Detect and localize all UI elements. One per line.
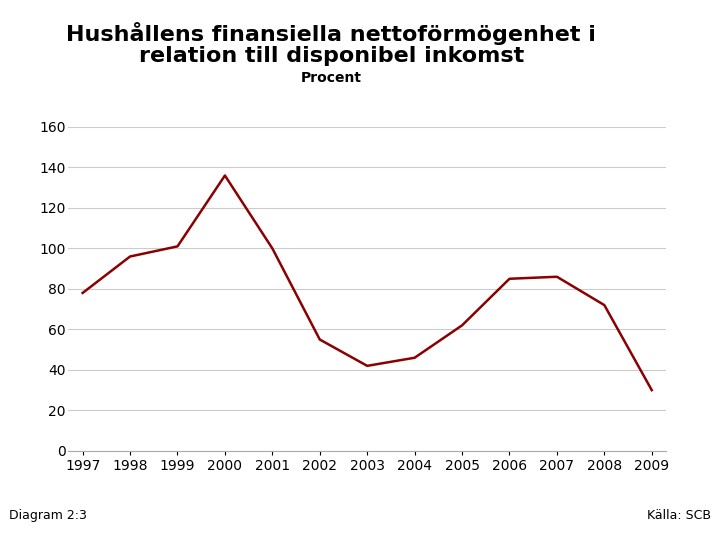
Text: Diagram 2:3: Diagram 2:3 [9,509,87,522]
Text: Källa: SCB: Källa: SCB [647,509,711,522]
Text: relation till disponibel inkomst: relation till disponibel inkomst [138,46,524,66]
Text: Hushållens finansiella nettoförmögenhet i: Hushållens finansiella nettoförmögenhet … [66,22,596,45]
Text: Procent: Procent [301,71,361,85]
Text: SVERIGES: SVERIGES [643,28,682,34]
Text: RIKSBANK: RIKSBANK [642,43,683,49]
